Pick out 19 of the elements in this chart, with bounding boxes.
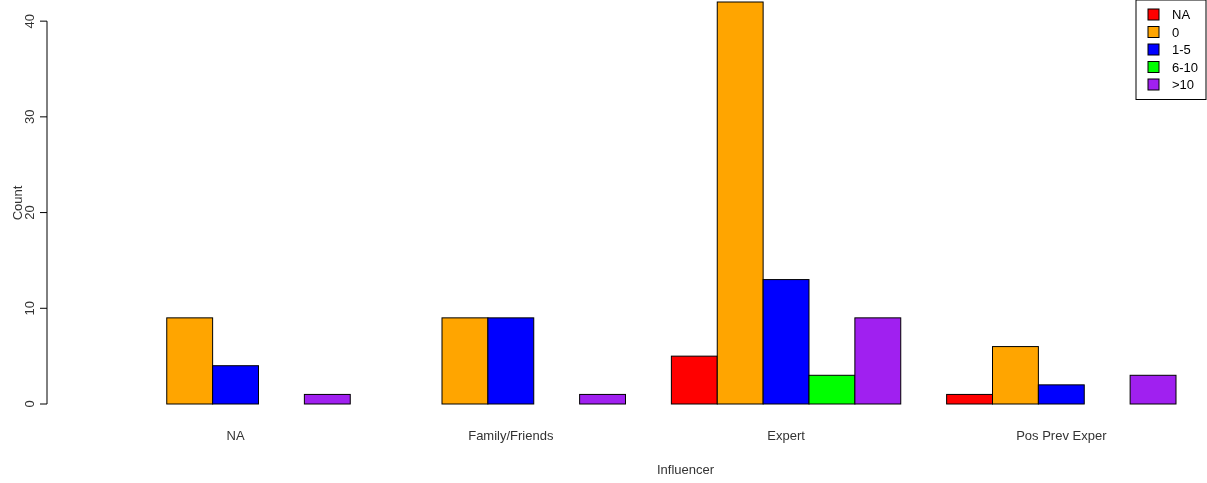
- x-tick-label: NA: [226, 428, 245, 443]
- y-tick-label: 20: [22, 205, 37, 220]
- y-tick-label: 0: [22, 400, 37, 408]
- x-tick-label: Expert: [767, 428, 806, 443]
- x-axis-title: Influencer: [656, 462, 715, 477]
- y-tick-label: 40: [22, 13, 37, 29]
- legend-label: 1-5: [1172, 42, 1191, 57]
- bar: [579, 393, 626, 405]
- legend-label: 6-10: [1172, 59, 1199, 75]
- bar: [1129, 374, 1177, 405]
- legend-label: 0: [1172, 24, 1180, 40]
- y-tick-label: 30: [22, 109, 37, 125]
- y-axis-title: Count: [10, 185, 25, 221]
- x-tick-label: Pos Prev Exper: [1016, 428, 1108, 443]
- y-tick-label: 10: [22, 301, 37, 316]
- legend-label: NA: [1172, 7, 1191, 22]
- legend-label: >10: [1172, 77, 1195, 92]
- x-tick-label: Family/Friends: [468, 428, 554, 443]
- bar: [303, 393, 351, 405]
